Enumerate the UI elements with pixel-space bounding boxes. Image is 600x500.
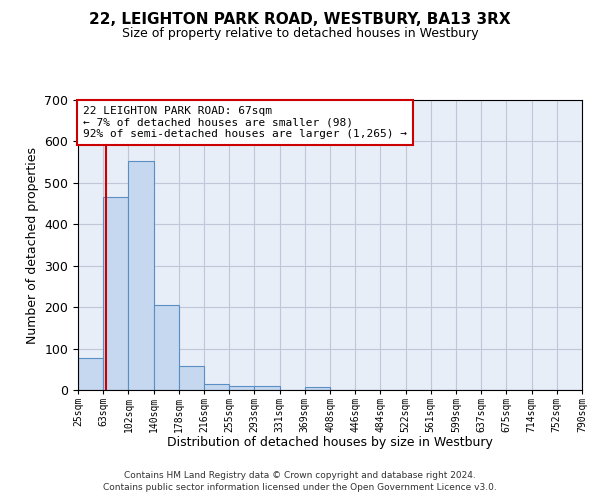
Bar [305, 386, 330, 390]
Text: 22, LEIGHTON PARK ROAD, WESTBURY, BA13 3RX: 22, LEIGHTON PARK ROAD, WESTBURY, BA13 3… [89, 12, 511, 28]
Text: Contains public sector information licensed under the Open Government Licence v3: Contains public sector information licen… [103, 484, 497, 492]
Bar [229, 386, 254, 390]
Y-axis label: Number of detached properties: Number of detached properties [26, 146, 39, 344]
Text: 22 LEIGHTON PARK ROAD: 67sqm
← 7% of detached houses are smaller (98)
92% of sem: 22 LEIGHTON PARK ROAD: 67sqm ← 7% of det… [83, 106, 407, 139]
Bar [204, 384, 229, 390]
Text: Size of property relative to detached houses in Westbury: Size of property relative to detached ho… [122, 28, 478, 40]
Text: Contains HM Land Registry data © Crown copyright and database right 2024.: Contains HM Land Registry data © Crown c… [124, 471, 476, 480]
Bar [154, 306, 179, 390]
Bar [179, 366, 204, 390]
Bar [78, 358, 103, 390]
Bar [254, 386, 280, 390]
Bar [128, 161, 154, 390]
Text: Distribution of detached houses by size in Westbury: Distribution of detached houses by size … [167, 436, 493, 449]
Bar [103, 198, 128, 390]
